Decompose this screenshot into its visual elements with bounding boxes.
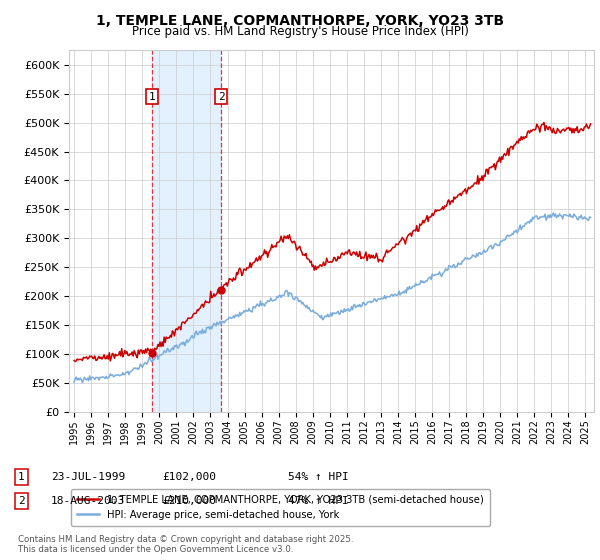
Text: £210,000: £210,000 xyxy=(162,496,216,506)
Text: 1: 1 xyxy=(18,472,25,482)
Text: 23-JUL-1999: 23-JUL-1999 xyxy=(51,472,125,482)
Text: 2: 2 xyxy=(18,496,25,506)
Text: 1: 1 xyxy=(148,92,155,101)
Text: £102,000: £102,000 xyxy=(162,472,216,482)
Text: 47% ↑ HPI: 47% ↑ HPI xyxy=(288,496,349,506)
Text: 54% ↑ HPI: 54% ↑ HPI xyxy=(288,472,349,482)
Text: Price paid vs. HM Land Registry's House Price Index (HPI): Price paid vs. HM Land Registry's House … xyxy=(131,25,469,38)
Text: 2: 2 xyxy=(218,92,224,101)
Text: Contains HM Land Registry data © Crown copyright and database right 2025.
This d: Contains HM Land Registry data © Crown c… xyxy=(18,535,353,554)
Legend: 1, TEMPLE LANE, COPMANTHORPE, YORK, YO23 3TB (semi-detached house), HPI: Average: 1, TEMPLE LANE, COPMANTHORPE, YORK, YO23… xyxy=(71,489,490,526)
Text: 1, TEMPLE LANE, COPMANTHORPE, YORK, YO23 3TB: 1, TEMPLE LANE, COPMANTHORPE, YORK, YO23… xyxy=(96,14,504,28)
Bar xyxy=(152,50,221,412)
Text: 18-AUG-2003: 18-AUG-2003 xyxy=(51,496,125,506)
